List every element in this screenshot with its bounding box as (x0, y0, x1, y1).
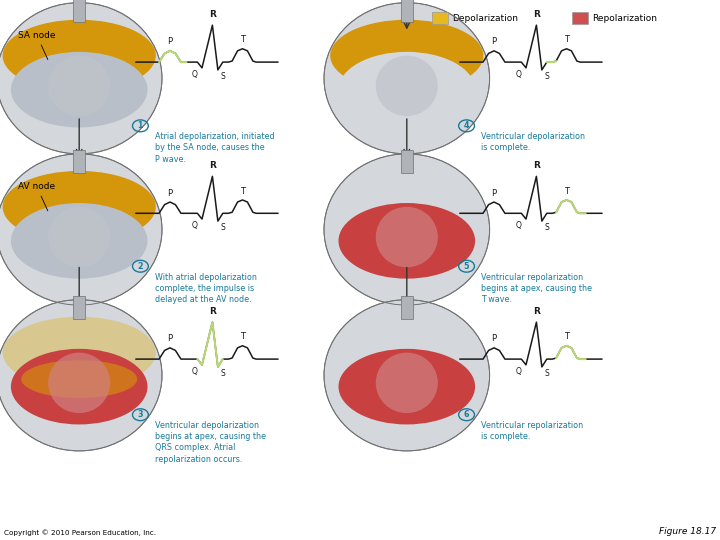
Text: 6: 6 (464, 410, 469, 419)
Text: S: S (545, 369, 549, 378)
Text: T: T (240, 36, 245, 44)
Bar (73, 296, 85, 319)
Text: P: P (492, 188, 497, 198)
Ellipse shape (324, 3, 490, 154)
Bar (401, 0, 413, 22)
Text: T: T (564, 333, 569, 341)
Text: R: R (209, 307, 216, 316)
Text: S: S (545, 223, 549, 232)
Text: T: T (564, 187, 569, 195)
Text: 1: 1 (138, 122, 143, 130)
Text: Q: Q (516, 70, 522, 79)
Ellipse shape (330, 316, 483, 389)
Text: SA node: SA node (18, 31, 55, 59)
Ellipse shape (11, 52, 148, 127)
Text: R: R (533, 10, 540, 19)
FancyBboxPatch shape (572, 12, 588, 24)
Ellipse shape (324, 154, 490, 305)
Text: AV node: AV node (18, 182, 55, 211)
Ellipse shape (11, 349, 148, 424)
Ellipse shape (22, 360, 137, 398)
Text: R: R (209, 161, 216, 170)
Text: P: P (492, 334, 497, 343)
Ellipse shape (48, 353, 110, 413)
Text: S: S (221, 72, 225, 81)
Ellipse shape (330, 171, 483, 243)
Bar (73, 150, 85, 173)
Text: Atrial depolarization, initiated
by the SA node, causes the
P wave.: Atrial depolarization, initiated by the … (155, 132, 274, 164)
Bar (401, 150, 413, 173)
Ellipse shape (48, 56, 110, 116)
Text: Ventricular repolarization
begins at apex, causing the
T wave.: Ventricular repolarization begins at ape… (481, 273, 592, 304)
Ellipse shape (0, 300, 162, 451)
Text: 3: 3 (138, 410, 143, 419)
Ellipse shape (330, 19, 483, 91)
Text: Ventricular repolarization
is complete.: Ventricular repolarization is complete. (481, 421, 583, 441)
Ellipse shape (338, 203, 475, 279)
Text: R: R (533, 161, 540, 170)
Text: Q: Q (192, 367, 198, 376)
Ellipse shape (376, 353, 438, 413)
Ellipse shape (3, 19, 156, 91)
Text: S: S (545, 72, 549, 81)
Text: S: S (221, 223, 225, 232)
Ellipse shape (0, 154, 162, 305)
Text: Ventricular depolarization
is complete.: Ventricular depolarization is complete. (481, 132, 585, 152)
Text: P: P (168, 37, 173, 46)
Text: P: P (492, 37, 497, 46)
Text: P: P (168, 188, 173, 198)
Text: R: R (209, 10, 216, 19)
Ellipse shape (0, 3, 162, 154)
Bar (401, 296, 413, 319)
Text: T: T (564, 36, 569, 44)
Ellipse shape (338, 52, 475, 127)
Text: R: R (533, 307, 540, 316)
Text: P: P (168, 334, 173, 343)
Text: Copyright © 2010 Pearson Education, Inc.: Copyright © 2010 Pearson Education, Inc. (4, 529, 156, 536)
Text: Q: Q (192, 221, 198, 230)
Text: Q: Q (516, 367, 522, 376)
Text: 2: 2 (138, 262, 143, 271)
Ellipse shape (3, 316, 156, 389)
Text: Figure 18.17: Figure 18.17 (660, 526, 716, 536)
Ellipse shape (376, 56, 438, 116)
Text: S: S (221, 369, 225, 378)
FancyBboxPatch shape (432, 12, 448, 24)
Text: 4: 4 (464, 122, 469, 130)
Ellipse shape (3, 171, 156, 243)
Text: T: T (240, 333, 245, 341)
Text: With atrial depolarization
complete, the impulse is
delayed at the AV node.: With atrial depolarization complete, the… (155, 273, 256, 304)
Text: Ventricular depolarization
begins at apex, causing the
QRS complex. Atrial
repol: Ventricular depolarization begins at ape… (155, 421, 266, 463)
Text: Repolarization: Repolarization (593, 14, 657, 23)
Ellipse shape (48, 207, 110, 267)
Ellipse shape (11, 203, 148, 279)
Text: 5: 5 (464, 262, 469, 271)
Text: Q: Q (192, 70, 198, 79)
Text: Q: Q (516, 221, 522, 230)
Bar (73, 0, 85, 22)
Ellipse shape (376, 207, 438, 267)
Text: T: T (240, 187, 245, 195)
Text: Depolarization: Depolarization (452, 14, 518, 23)
Ellipse shape (338, 349, 475, 424)
Ellipse shape (324, 300, 490, 451)
